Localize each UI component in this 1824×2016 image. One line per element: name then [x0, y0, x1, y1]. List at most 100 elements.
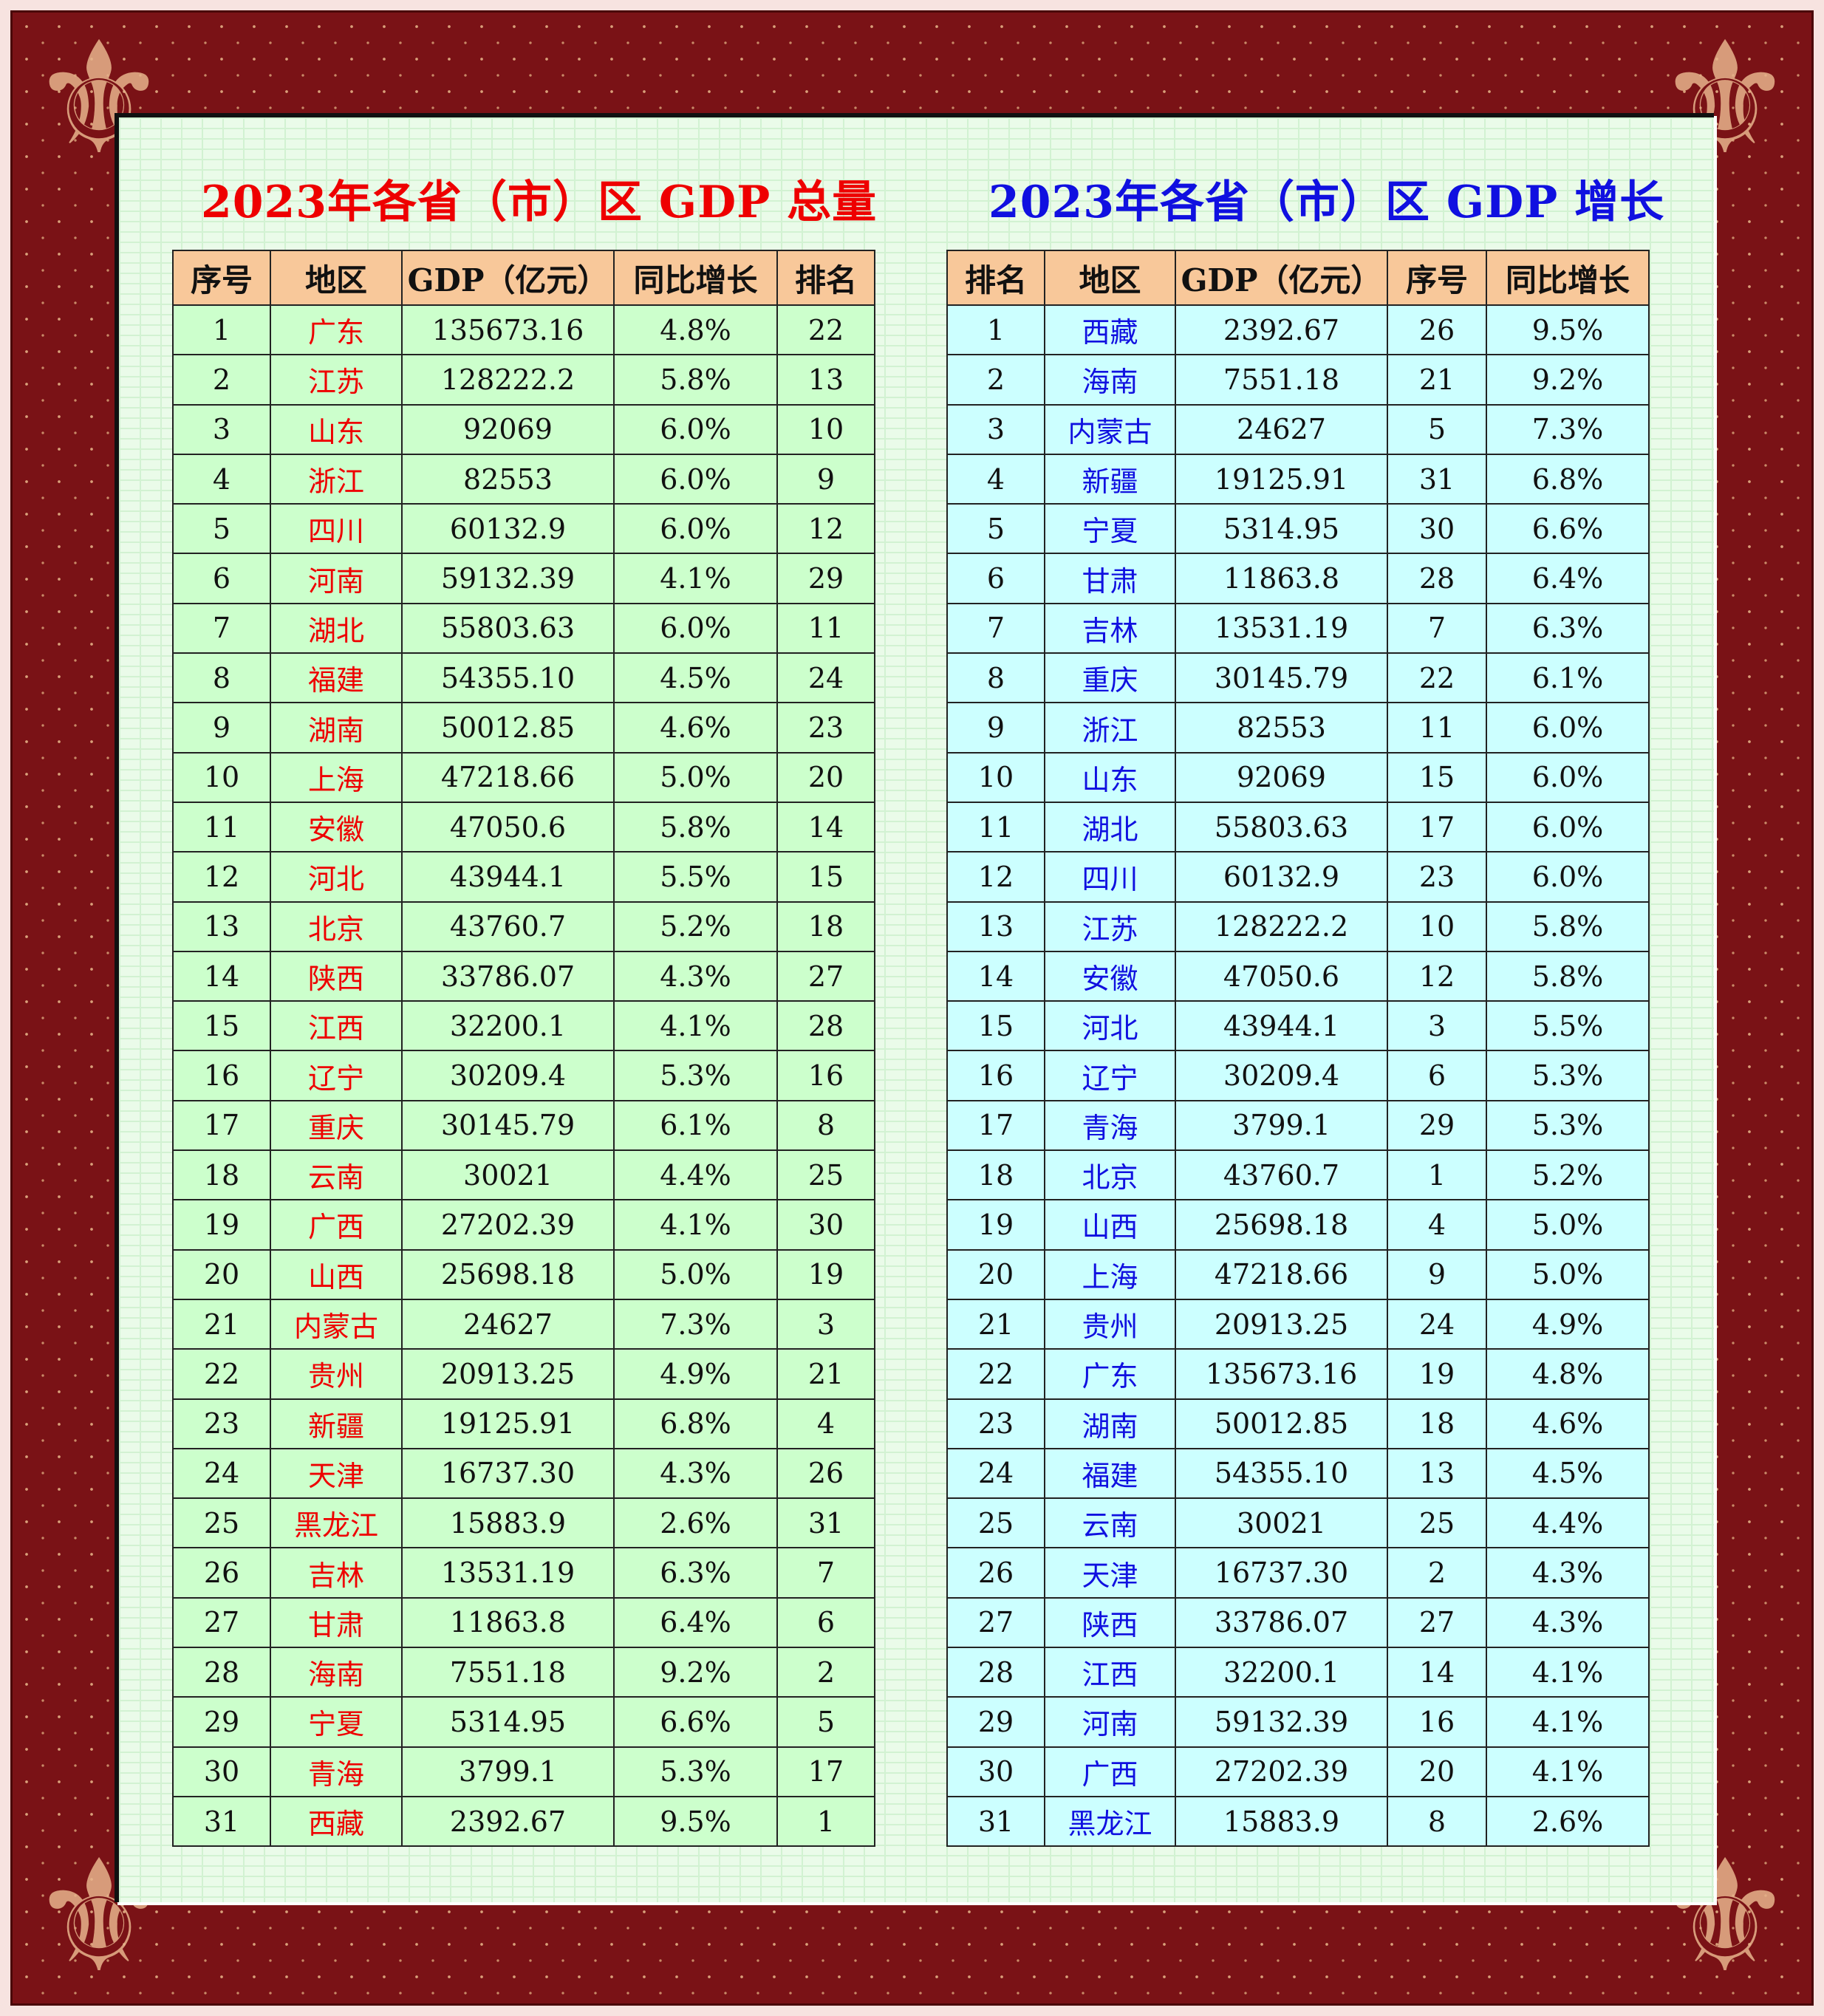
- table-cell: 4.3%: [1486, 1547, 1650, 1599]
- table-cell: 6: [776, 1596, 875, 1649]
- table-cell: 6.3%: [1486, 602, 1650, 655]
- table-cell: 4: [946, 453, 1045, 505]
- table-cell: 9.2%: [1486, 354, 1650, 406]
- table-row: 25 黑龙江 15883.9 2.6% 31: [172, 1497, 875, 1549]
- region-cell: 西藏: [1044, 304, 1176, 356]
- region-cell: 宁夏: [270, 1696, 403, 1748]
- region-cell: 吉林: [270, 1547, 403, 1599]
- table-cell: 4.1%: [613, 553, 778, 604]
- table-row: 24 福建 54355.10 13 4.5%: [946, 1447, 1650, 1500]
- region-cell: 四川: [270, 503, 403, 555]
- table-cell: 30: [776, 1199, 875, 1251]
- table-cell: 6.0%: [613, 453, 778, 505]
- region-cell: 甘肃: [1044, 553, 1176, 604]
- table-row: 26 吉林 13531.19 6.3% 7: [172, 1547, 875, 1599]
- column-header: 同比增长: [613, 250, 778, 306]
- table-cell: 26: [1387, 304, 1487, 356]
- table-cell: 43760.7: [1175, 1149, 1388, 1201]
- region-cell: 河南: [270, 553, 403, 604]
- table-cell: 4.6%: [1486, 1398, 1650, 1449]
- region-cell: 青海: [270, 1746, 403, 1797]
- table-cell: 27202.39: [1175, 1746, 1388, 1797]
- table-cell: 9: [946, 702, 1045, 754]
- region-cell: 广西: [1044, 1746, 1176, 1797]
- table-row: 12 河北 43944.1 5.5% 15: [172, 851, 875, 903]
- table-cell: 4.3%: [613, 950, 778, 1002]
- table-cell: 11: [946, 801, 1045, 853]
- region-cell: 西藏: [270, 1795, 403, 1848]
- table-row: 28 江西 32200.1 14 4.1%: [946, 1647, 1650, 1698]
- table-cell: 21: [776, 1348, 875, 1400]
- table-cell: 6: [1387, 1050, 1487, 1101]
- column-header: 序号: [1387, 250, 1487, 306]
- table-cell: 29: [946, 1696, 1045, 1748]
- table-cell: 9.2%: [613, 1647, 778, 1698]
- table-cell: 14: [1387, 1647, 1487, 1698]
- table-cell: 6: [946, 553, 1045, 604]
- table-cell: 32200.1: [401, 1000, 615, 1052]
- table-row: 24 天津 16737.30 4.3% 26: [172, 1447, 875, 1500]
- table-row: 7 吉林 13531.19 7 6.3%: [946, 602, 1650, 655]
- table-cell: 11: [776, 602, 875, 655]
- table-cell: 9.5%: [1486, 304, 1650, 356]
- table-cell: 6.0%: [613, 602, 778, 655]
- table-cell: 16737.30: [1175, 1547, 1388, 1599]
- table-cell: 2392.67: [1175, 304, 1388, 356]
- region-cell: 海南: [1044, 354, 1176, 406]
- table-row: 10 山东 92069 15 6.0%: [946, 751, 1650, 803]
- table-cell: 21: [946, 1298, 1045, 1350]
- table-cell: 26: [172, 1547, 271, 1599]
- table-cell: 24: [776, 652, 875, 704]
- table-cell: 8: [172, 652, 271, 704]
- region-cell: 山西: [1044, 1199, 1176, 1251]
- table-row: 3 内蒙古 24627 5 7.3%: [946, 403, 1650, 455]
- region-cell: 湖南: [270, 702, 403, 754]
- table-cell: 5.3%: [1486, 1050, 1650, 1101]
- region-cell: 云南: [1044, 1497, 1176, 1549]
- table-row: 15 江西 32200.1 4.1% 28: [172, 1000, 875, 1052]
- table-cell: 54355.10: [1175, 1447, 1388, 1500]
- table-row: 1 广东 135673.16 4.8% 22: [172, 304, 875, 356]
- table-cell: 3: [172, 403, 271, 455]
- region-cell: 山东: [270, 403, 403, 455]
- table-cell: 27202.39: [401, 1199, 615, 1251]
- table-row: 4 浙江 82553 6.0% 9: [172, 453, 875, 505]
- table-cell: 128222.2: [1175, 901, 1388, 952]
- table-cell: 31: [776, 1497, 875, 1549]
- table-row: 1 西藏 2392.67 26 9.5%: [946, 304, 1650, 356]
- region-cell: 内蒙古: [270, 1298, 403, 1350]
- table-cell: 20: [946, 1248, 1045, 1300]
- table-cell: 19: [1387, 1348, 1487, 1400]
- table-cell: 4.8%: [1486, 1348, 1650, 1400]
- table-cell: 59132.39: [1175, 1696, 1388, 1748]
- table-cell: 82553: [1175, 702, 1388, 754]
- region-cell: 安徽: [1044, 950, 1176, 1002]
- table-cell: 4.6%: [613, 702, 778, 754]
- table-cell: 17: [776, 1746, 875, 1797]
- table-cell: 2: [1387, 1547, 1487, 1599]
- table-row: 2 海南 7551.18 21 9.2%: [946, 354, 1650, 406]
- table-cell: 21: [1387, 354, 1487, 406]
- table-cell: 5.3%: [613, 1050, 778, 1101]
- table-cell: 92069: [401, 403, 615, 455]
- table-cell: 20913.25: [401, 1348, 615, 1400]
- table-cell: 17: [946, 1099, 1045, 1152]
- table-cell: 1: [946, 304, 1045, 356]
- table-row: 27 甘肃 11863.8 6.4% 6: [172, 1596, 875, 1649]
- region-cell: 青海: [1044, 1099, 1176, 1152]
- table-cell: 4.1%: [1486, 1746, 1650, 1797]
- region-cell: 山西: [270, 1248, 403, 1300]
- table-row: 25 云南 30021 25 4.4%: [946, 1497, 1650, 1549]
- table-cell: 5: [776, 1696, 875, 1748]
- table-cell: 135673.16: [401, 304, 615, 356]
- table-row: 12 四川 60132.9 23 6.0%: [946, 851, 1650, 903]
- column-header: 序号: [172, 250, 271, 306]
- table-cell: 7: [1387, 602, 1487, 655]
- table-cell: 30: [1387, 503, 1487, 555]
- region-cell: 黑龙江: [270, 1497, 403, 1549]
- table-cell: 4.4%: [1486, 1497, 1650, 1549]
- table-row: 21 内蒙古 24627 7.3% 3: [172, 1298, 875, 1350]
- table-cell: 92069: [1175, 751, 1388, 803]
- region-cell: 福建: [270, 652, 403, 704]
- table-cell: 23: [776, 702, 875, 754]
